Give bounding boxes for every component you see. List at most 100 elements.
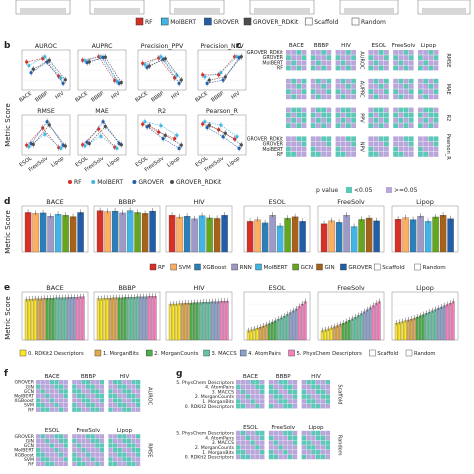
panel-f-cell bbox=[131, 461, 136, 467]
panel-g-cell bbox=[316, 389, 321, 395]
panel-g-cell bbox=[301, 454, 307, 460]
panel-c-cell bbox=[398, 89, 404, 94]
panel-c-cell bbox=[393, 123, 398, 128]
legend-d-swatch bbox=[316, 263, 323, 271]
panel-f-cell bbox=[86, 452, 91, 457]
panel-c-cell bbox=[316, 112, 321, 118]
panel-g-cell bbox=[311, 454, 316, 460]
panel-f-cell bbox=[81, 398, 86, 403]
panel-g-cell bbox=[325, 394, 331, 399]
panel-f-cell bbox=[40, 393, 45, 399]
panel-f-cell bbox=[136, 452, 141, 457]
panel-c-group-title: HIV bbox=[341, 43, 351, 49]
panel-f-cell bbox=[136, 448, 141, 453]
panel-f-cell bbox=[76, 384, 82, 389]
panel-g-cell bbox=[283, 450, 288, 455]
panel-g-cell bbox=[288, 430, 293, 436]
panel-c-cell bbox=[335, 60, 341, 66]
panel-e-bar bbox=[48, 298, 52, 341]
panel-e-bar bbox=[368, 307, 372, 341]
panel-f-cell bbox=[131, 384, 136, 389]
panel-f-cell bbox=[90, 457, 95, 462]
panel-e-bar bbox=[171, 303, 175, 341]
panel-e-bar bbox=[30, 299, 34, 341]
panel-f-cell bbox=[36, 448, 41, 453]
panel-g-cell bbox=[325, 384, 331, 390]
panel-c-cell bbox=[418, 84, 423, 89]
panel-c-cell bbox=[403, 107, 409, 113]
panel-f-cell bbox=[63, 434, 68, 439]
panel-letter-e: e bbox=[4, 283, 10, 293]
panel-g-cell bbox=[245, 440, 251, 445]
panel-e-bar bbox=[135, 296, 139, 341]
panel-f-cell bbox=[45, 443, 50, 448]
panel-e-bar bbox=[213, 301, 217, 341]
panel-f-cell bbox=[59, 452, 64, 457]
panel-f-cell bbox=[81, 380, 86, 385]
panel-f-cell bbox=[40, 461, 45, 467]
panel-c-cell bbox=[368, 152, 374, 157]
panel-c-cell bbox=[301, 152, 307, 157]
panel-b-point bbox=[163, 57, 167, 61]
legend-d-swatch bbox=[170, 263, 177, 271]
panel-f-cell bbox=[126, 461, 132, 467]
panel-f-cell bbox=[76, 403, 82, 408]
panel-g-cell bbox=[278, 380, 283, 385]
panel-g-cell bbox=[240, 454, 246, 460]
panel-c-cell bbox=[301, 89, 307, 94]
panel-d-bar bbox=[394, 219, 402, 253]
panel-f-cell bbox=[86, 384, 91, 389]
panel-c-cell bbox=[423, 152, 428, 157]
panel-b-series-line bbox=[204, 56, 238, 78]
panel-f-cell bbox=[40, 380, 45, 385]
panel-f-cell bbox=[122, 380, 127, 385]
panel-e-bar bbox=[198, 302, 202, 341]
panel-g-cell bbox=[283, 440, 288, 445]
panel-g-row-label: 2. MorganCounts bbox=[195, 394, 235, 400]
panel-c-cell bbox=[351, 136, 356, 142]
panel-e-bar bbox=[427, 311, 431, 341]
panel-c-cell bbox=[433, 146, 439, 152]
panel-c-cell bbox=[408, 146, 414, 152]
panel-c-cell bbox=[291, 55, 296, 60]
panel-f-cell bbox=[40, 452, 45, 457]
panel-c-cell bbox=[423, 118, 428, 123]
panel-c-cell bbox=[423, 89, 428, 94]
panel-c-cell bbox=[408, 94, 414, 100]
panel-f-row-label: RF bbox=[28, 407, 34, 413]
panel-d-bar bbox=[254, 219, 261, 253]
panel-c-cell bbox=[418, 112, 423, 118]
panel-c-cell bbox=[335, 94, 341, 100]
panel-b-point bbox=[143, 63, 147, 67]
panel-c-cell bbox=[335, 65, 341, 71]
panel-c-cell bbox=[286, 136, 291, 142]
panel-g-facet-title: BBBP bbox=[276, 374, 292, 380]
panel-b-point bbox=[239, 55, 243, 59]
panel-c-cell bbox=[296, 65, 302, 71]
panel-c-cell bbox=[378, 141, 384, 147]
panel-letter-c: c bbox=[236, 41, 241, 51]
panel-c-cell bbox=[368, 50, 374, 55]
panel-e-bar bbox=[350, 318, 354, 341]
legend-top-label: RF bbox=[145, 19, 153, 26]
panel-d-bar bbox=[149, 210, 156, 253]
panel-c-cell bbox=[373, 94, 379, 100]
legend-pvalue-title: p value bbox=[316, 187, 338, 194]
legend-pvalue-label: <0.05 bbox=[354, 187, 373, 194]
panel-e-facet-title: BBBP bbox=[118, 284, 135, 292]
panel-f-cell bbox=[36, 389, 41, 394]
panel-c-cell bbox=[403, 50, 409, 55]
panel-c-cell bbox=[384, 50, 389, 55]
legend-d-label: Scaffold bbox=[382, 265, 405, 271]
legend-e-swatch bbox=[239, 349, 247, 357]
panel-f-cell bbox=[72, 380, 77, 385]
panel-f-cell bbox=[72, 393, 77, 399]
panel-c-cell bbox=[398, 112, 404, 118]
panel-g-cell bbox=[250, 454, 255, 460]
panel-e-bar bbox=[168, 304, 172, 341]
panel-d-bar bbox=[126, 210, 134, 253]
panel-c-cell bbox=[373, 112, 379, 118]
panel-g-cell bbox=[306, 430, 311, 436]
panel-f-row-label: GCN bbox=[24, 389, 34, 395]
